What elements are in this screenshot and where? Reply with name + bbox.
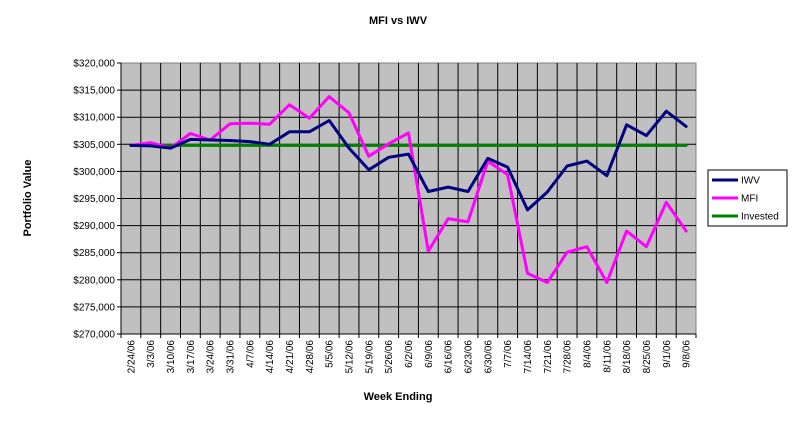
x-tick-label: 5/19/06 (364, 340, 375, 374)
y-tick-label: $305,000 (73, 140, 115, 151)
x-tick-label: 4/7/06 (245, 340, 256, 368)
x-tick-label: 6/23/06 (463, 340, 474, 374)
x-tick-label: 7/7/06 (503, 340, 514, 368)
x-tick-label: 3/10/06 (166, 340, 177, 374)
x-axis-title: Week Ending (364, 391, 433, 403)
x-tick-label: 3/31/06 (226, 340, 237, 374)
x-tick-label: 7/28/06 (563, 340, 574, 374)
x-tick-label: 5/5/06 (325, 340, 336, 368)
x-tick-label: 5/26/06 (384, 340, 395, 374)
y-tick-label: $315,000 (73, 86, 115, 97)
x-tick-label: 9/8/06 (682, 340, 693, 368)
x-tick-label: 7/21/06 (543, 340, 554, 374)
y-tick-label: $295,000 (73, 194, 115, 205)
y-tick-label: $275,000 (73, 302, 115, 313)
x-tick-label: 6/16/06 (444, 340, 455, 374)
chart-title: MFI vs IWV (369, 15, 428, 27)
y-tick-label: $320,000 (73, 59, 115, 70)
series-line-iwv (129, 109, 688, 212)
y-tick-label: $300,000 (73, 167, 115, 178)
y-axis-tick-labels: $270,000 $275,000 $280,000 $285,000 $290,000… (73, 59, 115, 341)
y-tick-label: $270,000 (73, 330, 115, 341)
x-tick-label: 3/17/06 (186, 340, 197, 374)
x-tick-label: 3/3/06 (146, 340, 157, 368)
legend-label-mfi: MFI (741, 194, 758, 205)
y-axis-title: Portfolio Value (22, 159, 34, 236)
x-tick-label: 7/14/06 (523, 340, 534, 374)
y-tick-label: $285,000 (73, 248, 115, 259)
x-tick-label: 3/24/06 (206, 340, 217, 374)
y-tick-label: $290,000 (73, 221, 115, 232)
legend-label-invested: Invested (741, 212, 779, 223)
x-tick-label: 5/12/06 (345, 340, 356, 374)
x-tick-label: 6/9/06 (424, 340, 435, 368)
x-tick-label: 9/1/06 (662, 340, 673, 368)
x-tick-label: 4/28/06 (305, 340, 316, 374)
legend: IWV MFI Invested (707, 169, 788, 227)
x-tick-label: 8/4/06 (582, 340, 593, 368)
y-tick-label: $280,000 (73, 275, 115, 286)
legend-label-iwv: IWV (741, 176, 760, 187)
x-tick-label: 4/14/06 (265, 340, 276, 374)
series-line-mfi (129, 95, 688, 284)
x-tick-label: 2/24/06 (126, 340, 137, 374)
x-tick-label: 8/18/06 (622, 340, 633, 374)
x-tick-label: 4/21/06 (285, 340, 296, 374)
series-lines (129, 95, 688, 284)
x-tick-label: 8/11/06 (602, 340, 613, 373)
x-axis-tick-labels: 2/24/06 3/3/06 3/10/06 3/17/06 3/24/06 3/31/0… (126, 340, 692, 374)
x-tick-label: 6/2/06 (404, 340, 415, 368)
x-tick-label: 6/30/06 (483, 340, 494, 374)
y-tick-label: $310,000 (73, 113, 115, 124)
x-tick-label: 8/25/06 (642, 340, 653, 374)
